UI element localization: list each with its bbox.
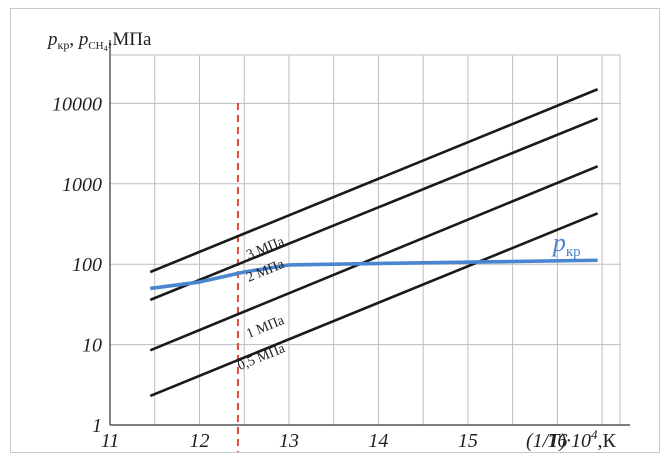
series-line-0 [149,88,599,274]
x-tick-label: 13 [279,430,299,452]
line-label: 1 МПа [245,313,288,342]
series-line-1 [149,117,599,302]
y-tick-label: 1000 [62,174,102,196]
series-line-3 [149,212,599,398]
y-tick-label: 10 [82,335,102,357]
y-tick-label: 1 [92,415,102,437]
y-axis-label: pкр, pCH4,МПа [46,29,152,53]
x-tick-label: 11 [101,430,120,452]
y-tick-label: 10000 [52,93,102,115]
x-tick-label: 16 [547,430,567,452]
grid [110,54,621,425]
labels-layer: 1 10 100 1000 10000 11 12 13 14 15 16(1/T)·104,К pк… [46,29,617,452]
x-tick-label: 14 [368,430,388,452]
axes-layer [109,40,630,426]
x-tick-label: 15 [458,430,478,452]
series-layer [149,88,599,452]
x-axis-label: (1/T)·104,К [526,427,617,452]
pkr-label: pкр [551,228,581,260]
series-line-2 [149,165,599,352]
chart-frame [10,8,660,453]
y-tick-label: 100 [72,254,102,276]
series-line-4 [150,258,598,291]
x-tick-label: 12 [189,430,209,452]
line-label: 0,5 МПа [236,341,288,374]
